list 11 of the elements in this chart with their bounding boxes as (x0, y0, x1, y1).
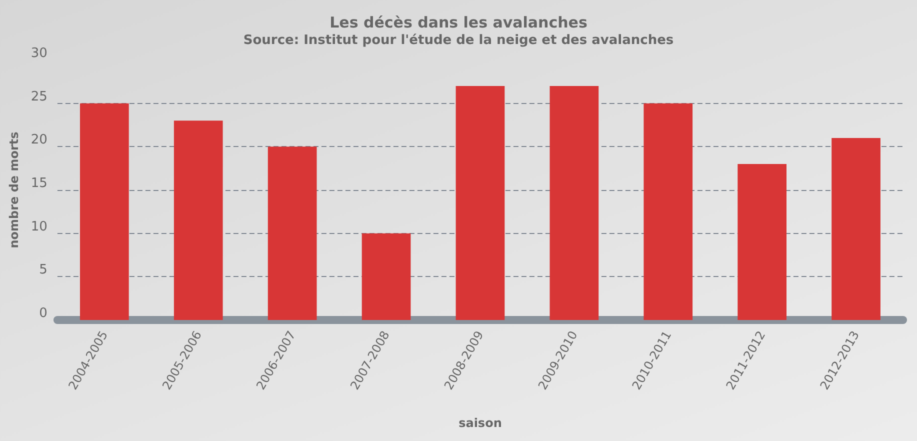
y-tick-label: 5 (39, 262, 48, 278)
y-axis-title: nombre de morts (7, 132, 21, 248)
y-tick-label: 25 (30, 89, 48, 104)
y-tick-label: 15 (30, 176, 48, 191)
chart-title: Les décès dans les avalanches (330, 14, 588, 32)
x-axis-title: saison (458, 416, 502, 430)
y-tick-label: 10 (30, 219, 48, 234)
chart-subtitle: Source: Institut pour l'étude de la neige et des avalanches (243, 33, 674, 48)
y-tick-label: 20 (30, 132, 48, 148)
y-tick-label: 0 (39, 306, 48, 321)
y-tick-label: 30 (30, 46, 48, 61)
